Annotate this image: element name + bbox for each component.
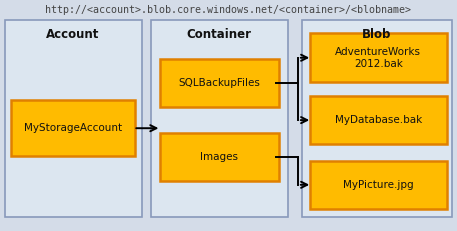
- FancyBboxPatch shape: [160, 133, 279, 181]
- Text: Images: Images: [200, 152, 239, 162]
- FancyBboxPatch shape: [310, 33, 447, 82]
- FancyBboxPatch shape: [11, 100, 135, 156]
- FancyBboxPatch shape: [302, 20, 452, 217]
- Text: http://<account>.blob.core.windows.net/<container>/<blobname>: http://<account>.blob.core.windows.net/<…: [46, 5, 411, 15]
- FancyBboxPatch shape: [310, 96, 447, 144]
- FancyBboxPatch shape: [310, 161, 447, 209]
- Text: MyStorageAccount: MyStorageAccount: [24, 123, 122, 133]
- Text: Blob: Blob: [362, 28, 392, 41]
- Text: Container: Container: [187, 28, 252, 41]
- FancyBboxPatch shape: [5, 20, 142, 217]
- Text: SQLBackupFiles: SQLBackupFiles: [178, 78, 260, 88]
- Text: AdventureWorks
2012.bak: AdventureWorks 2012.bak: [335, 47, 421, 69]
- FancyBboxPatch shape: [151, 20, 288, 217]
- Text: Account: Account: [47, 28, 100, 41]
- Text: MyDatabase.bak: MyDatabase.bak: [335, 115, 422, 125]
- Text: MyPicture.jpg: MyPicture.jpg: [343, 180, 414, 190]
- FancyBboxPatch shape: [160, 59, 279, 107]
